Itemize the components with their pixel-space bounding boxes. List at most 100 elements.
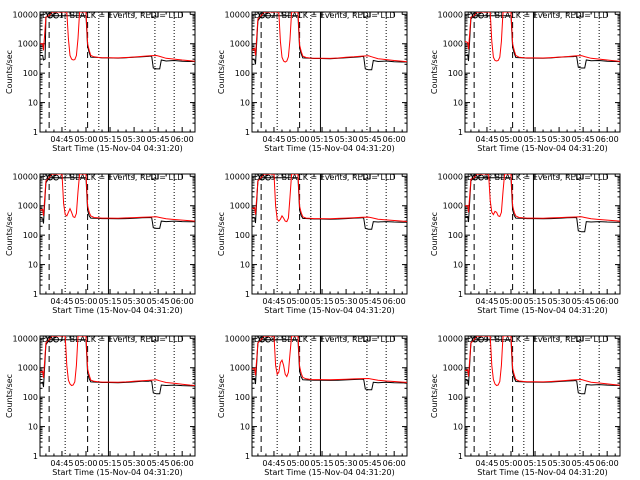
plot-frame: [251, 11, 408, 133]
marker-circle: [259, 336, 265, 343]
x-axis-label: Start Time (15-Nov-04 04:31:20): [52, 144, 182, 153]
y-tick-label: 10: [28, 99, 38, 108]
events-series: [40, 339, 195, 395]
x-tick-label: 06:00: [596, 297, 619, 306]
y-tick-label: 1000: [443, 202, 463, 211]
x-tick-label: 05:45: [147, 135, 170, 144]
y-tick-label: 10000: [13, 172, 38, 181]
panel-title: Det 7r BLACK = Events, RED = LLD: [42, 335, 184, 344]
marker-circle: [478, 336, 484, 343]
marker-circle: [472, 336, 478, 343]
x-tick-label: 05:15: [311, 459, 334, 468]
x-tick-label: 05:00: [286, 297, 309, 306]
events-series: [40, 177, 195, 229]
marker-circle: [472, 174, 478, 181]
plot-frame: [251, 335, 408, 457]
series-group: [252, 174, 407, 230]
y-tick-label: 100: [23, 69, 38, 78]
plot-frame: [464, 173, 621, 295]
plot-frame: [251, 173, 408, 295]
panel-title: Det 8r BLACK = Events, RED = LLD: [254, 335, 396, 344]
x-tick-label: 04:45: [262, 459, 285, 468]
x-tick-label: 05:45: [147, 459, 170, 468]
panel-title: Det 3r BLACK = Events, RED = LLD: [467, 11, 609, 20]
y-tick-label: 1000: [230, 202, 250, 211]
y-tick-label: 1: [245, 128, 250, 137]
y-tick-label: 10: [453, 261, 463, 270]
marker-lines: [48, 336, 175, 456]
marker-circle: [47, 12, 53, 19]
series-group: [252, 336, 407, 391]
plot-frame: [464, 11, 621, 133]
events-series: [465, 177, 620, 233]
marker-circle: [472, 12, 478, 19]
x-axis-label: Start Time (15-Nov-04 04:31:20): [264, 468, 394, 477]
panel-5: Det 5r BLACK = Events, RED = LLD 1 10 100 10…: [217, 172, 408, 315]
x-tick-label: 05:00: [74, 459, 97, 468]
marker-circle: [478, 174, 484, 181]
panel-title: Det 2r BLACK = Events, RED = LLD: [254, 11, 396, 20]
y-tick-label: 10000: [225, 172, 250, 181]
y-tick-label: 100: [235, 393, 250, 402]
y-tick-label: 1: [245, 452, 250, 461]
y-tick-label: 1000: [18, 40, 38, 49]
y-tick-label: 1: [458, 290, 463, 299]
panel-7: Det 7r BLACK = Events, RED = LLD 1 10 100 10…: [5, 334, 196, 477]
y-tick-label: 10000: [225, 334, 250, 343]
marker-circle: [53, 336, 59, 343]
x-tick-label: 06:00: [171, 135, 194, 144]
y-tick-label: 100: [235, 69, 250, 78]
x-tick-label: 04:45: [262, 297, 285, 306]
series-group: [465, 336, 620, 395]
x-tick-label: 05:15: [99, 297, 122, 306]
y-axis-label: Counts/sec: [217, 374, 226, 418]
x-tick-label: 06:00: [171, 297, 194, 306]
panel-6: Det 6r BLACK = Events, RED = LLD 1 10 100 10…: [430, 172, 621, 315]
lld-series: [465, 174, 620, 222]
top-bracket-marker: [363, 174, 371, 180]
top-bracket-marker: [151, 336, 159, 342]
x-tick-label: 05:30: [548, 459, 571, 468]
x-tick-label: 05:30: [335, 297, 358, 306]
lld-series: [252, 174, 407, 223]
marker-circle: [259, 174, 265, 181]
x-tick-label: 05:30: [123, 459, 146, 468]
x-tick-label: 05:30: [548, 135, 571, 144]
top-bracket-marker: [576, 12, 584, 18]
panel-title: Det 5r BLACK = Events, RED = LLD: [254, 173, 396, 182]
x-tick-label: 05:45: [359, 459, 382, 468]
panel-1: Det 1r BLACK = Events, RED = LLD 1 10 100 10…: [5, 10, 196, 153]
top-bracket-marker: [363, 12, 371, 18]
x-tick-label: 05:45: [572, 297, 595, 306]
x-axis-label: Start Time (15-Nov-04 04:31:20): [477, 306, 607, 315]
top-bracket-marker: [576, 336, 584, 342]
x-tick-label: 05:45: [572, 135, 595, 144]
marker-circle: [265, 174, 271, 181]
x-tick-label: 04:45: [475, 459, 498, 468]
panel-title: Det 4r BLACK = Events, RED = LLD: [42, 173, 184, 182]
y-tick-label: 1: [458, 128, 463, 137]
x-tick-label: 05:00: [74, 297, 97, 306]
lld-series: [40, 336, 195, 387]
y-tick-label: 100: [448, 69, 463, 78]
marker-lines: [260, 336, 387, 456]
marker-circle: [47, 336, 53, 343]
y-tick-label: 100: [23, 393, 38, 402]
y-tick-label: 1: [33, 128, 38, 137]
x-axis-label: Start Time (15-Nov-04 04:31:20): [264, 306, 394, 315]
series-group: [465, 12, 620, 69]
y-tick-label: 1000: [18, 364, 38, 373]
lld-series: [40, 12, 195, 62]
y-tick-label: 1000: [443, 364, 463, 373]
x-tick-label: 05:00: [286, 135, 309, 144]
y-tick-label: 10: [240, 423, 250, 432]
events-series: [252, 339, 407, 391]
x-tick-label: 04:45: [475, 135, 498, 144]
y-axis-label: Counts/sec: [217, 50, 226, 94]
plot-frame: [39, 335, 196, 457]
y-axis-label: Counts/sec: [217, 212, 226, 256]
y-tick-label: 1: [33, 290, 38, 299]
y-tick-label: 1: [458, 452, 463, 461]
y-axis-label: Counts/sec: [430, 212, 439, 256]
y-tick-label: 10000: [438, 10, 463, 19]
